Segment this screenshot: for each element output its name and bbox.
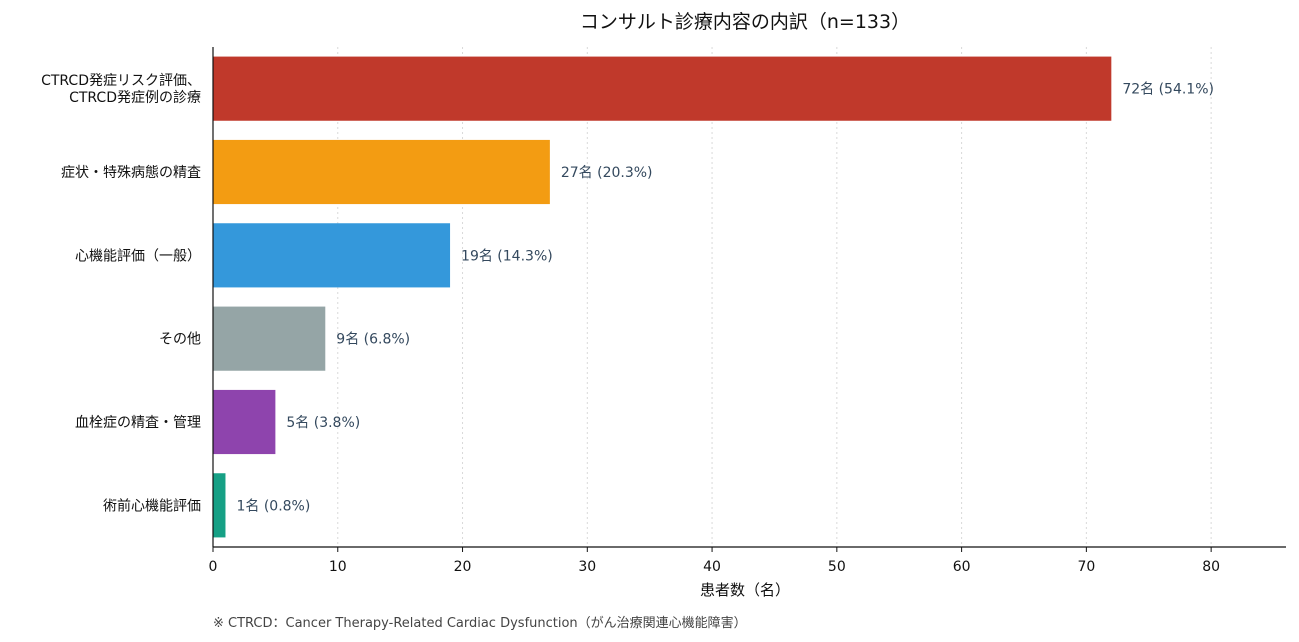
bar-2: [213, 223, 451, 288]
x-axis-ticks: 0 10 20 30 40 50 60 70 80: [209, 547, 1220, 575]
bar-5: [213, 473, 226, 538]
y-tick-label-2-line-0: 心機能評価（一般）: [75, 248, 201, 264]
x-tick-label-0: 0: [209, 559, 218, 575]
y-tick-label-4: 血栓症の精査・管理: [75, 415, 201, 431]
y-tick-label-0: CTRCD発症リスク評価、 CTRCD発症例の診療: [41, 73, 201, 106]
y-tick-label-3-line-0: その他: [159, 332, 201, 348]
x-gridlines: [337, 47, 1212, 547]
x-tick-label-3: 30: [578, 559, 596, 575]
x-tick-label-8: 80: [1202, 559, 1220, 575]
y-tick-label-0-line-0: CTRCD発症リスク評価、: [41, 73, 201, 89]
y-tick-label-3: その他: [159, 332, 201, 348]
y-tick-label-1: 症状・特殊病態の精査: [61, 165, 201, 181]
axes: [212, 47, 1286, 548]
y-tick-label-5-line-0: 術前心機能評価: [103, 497, 201, 514]
chart-title: コンサルト診療内容の内訳（n=133）: [580, 11, 910, 33]
bar-0: [213, 56, 1112, 121]
footnote: ※ CTRCD：Cancer Therapy-Related Cardiac D…: [213, 615, 747, 631]
bar-4: [213, 389, 276, 455]
x-tick-label-4: 40: [703, 559, 721, 575]
bar-3: [213, 306, 326, 371]
x-axis-label: 患者数（名）: [700, 581, 790, 599]
x-tick-label-2: 20: [454, 559, 472, 575]
data-label-4: 5名 (3.8%): [286, 415, 360, 431]
data-label-0: 72名 (54.1%): [1122, 82, 1214, 98]
data-labels: 72名 (54.1%) 27名 (20.3%) 19名 (14.3%) 9名 (6.8…: [236, 82, 1214, 515]
data-label-2: 19名 (14.3%): [461, 248, 553, 264]
y-axis-labels: CTRCD発症リスク評価、 CTRCD発症例の診療症状・特殊病態の精査心機能評価（…: [41, 73, 201, 514]
x-tick-label-1: 10: [329, 559, 347, 575]
data-label-5: 1名 (0.8%): [236, 498, 310, 514]
y-tick-label-1-line-0: 症状・特殊病態の精査: [61, 165, 201, 181]
y-tick-label-2: 心機能評価（一般）: [75, 248, 201, 264]
x-tick-label-5: 50: [828, 559, 846, 575]
x-tick-label-6: 60: [953, 559, 971, 575]
y-tick-label-4-line-0: 血栓症の精査・管理: [75, 415, 201, 431]
x-tick-label-7: 70: [1077, 559, 1095, 575]
y-tick-label-5: 術前心機能評価: [103, 497, 201, 514]
bars: [213, 56, 1112, 538]
data-label-1: 27名 (20.3%): [561, 165, 653, 181]
y-tick-label-0-line-1: CTRCD発症例の診療: [69, 89, 201, 106]
bar-1: [213, 139, 550, 205]
data-label-3: 9名 (6.8%): [336, 332, 410, 348]
